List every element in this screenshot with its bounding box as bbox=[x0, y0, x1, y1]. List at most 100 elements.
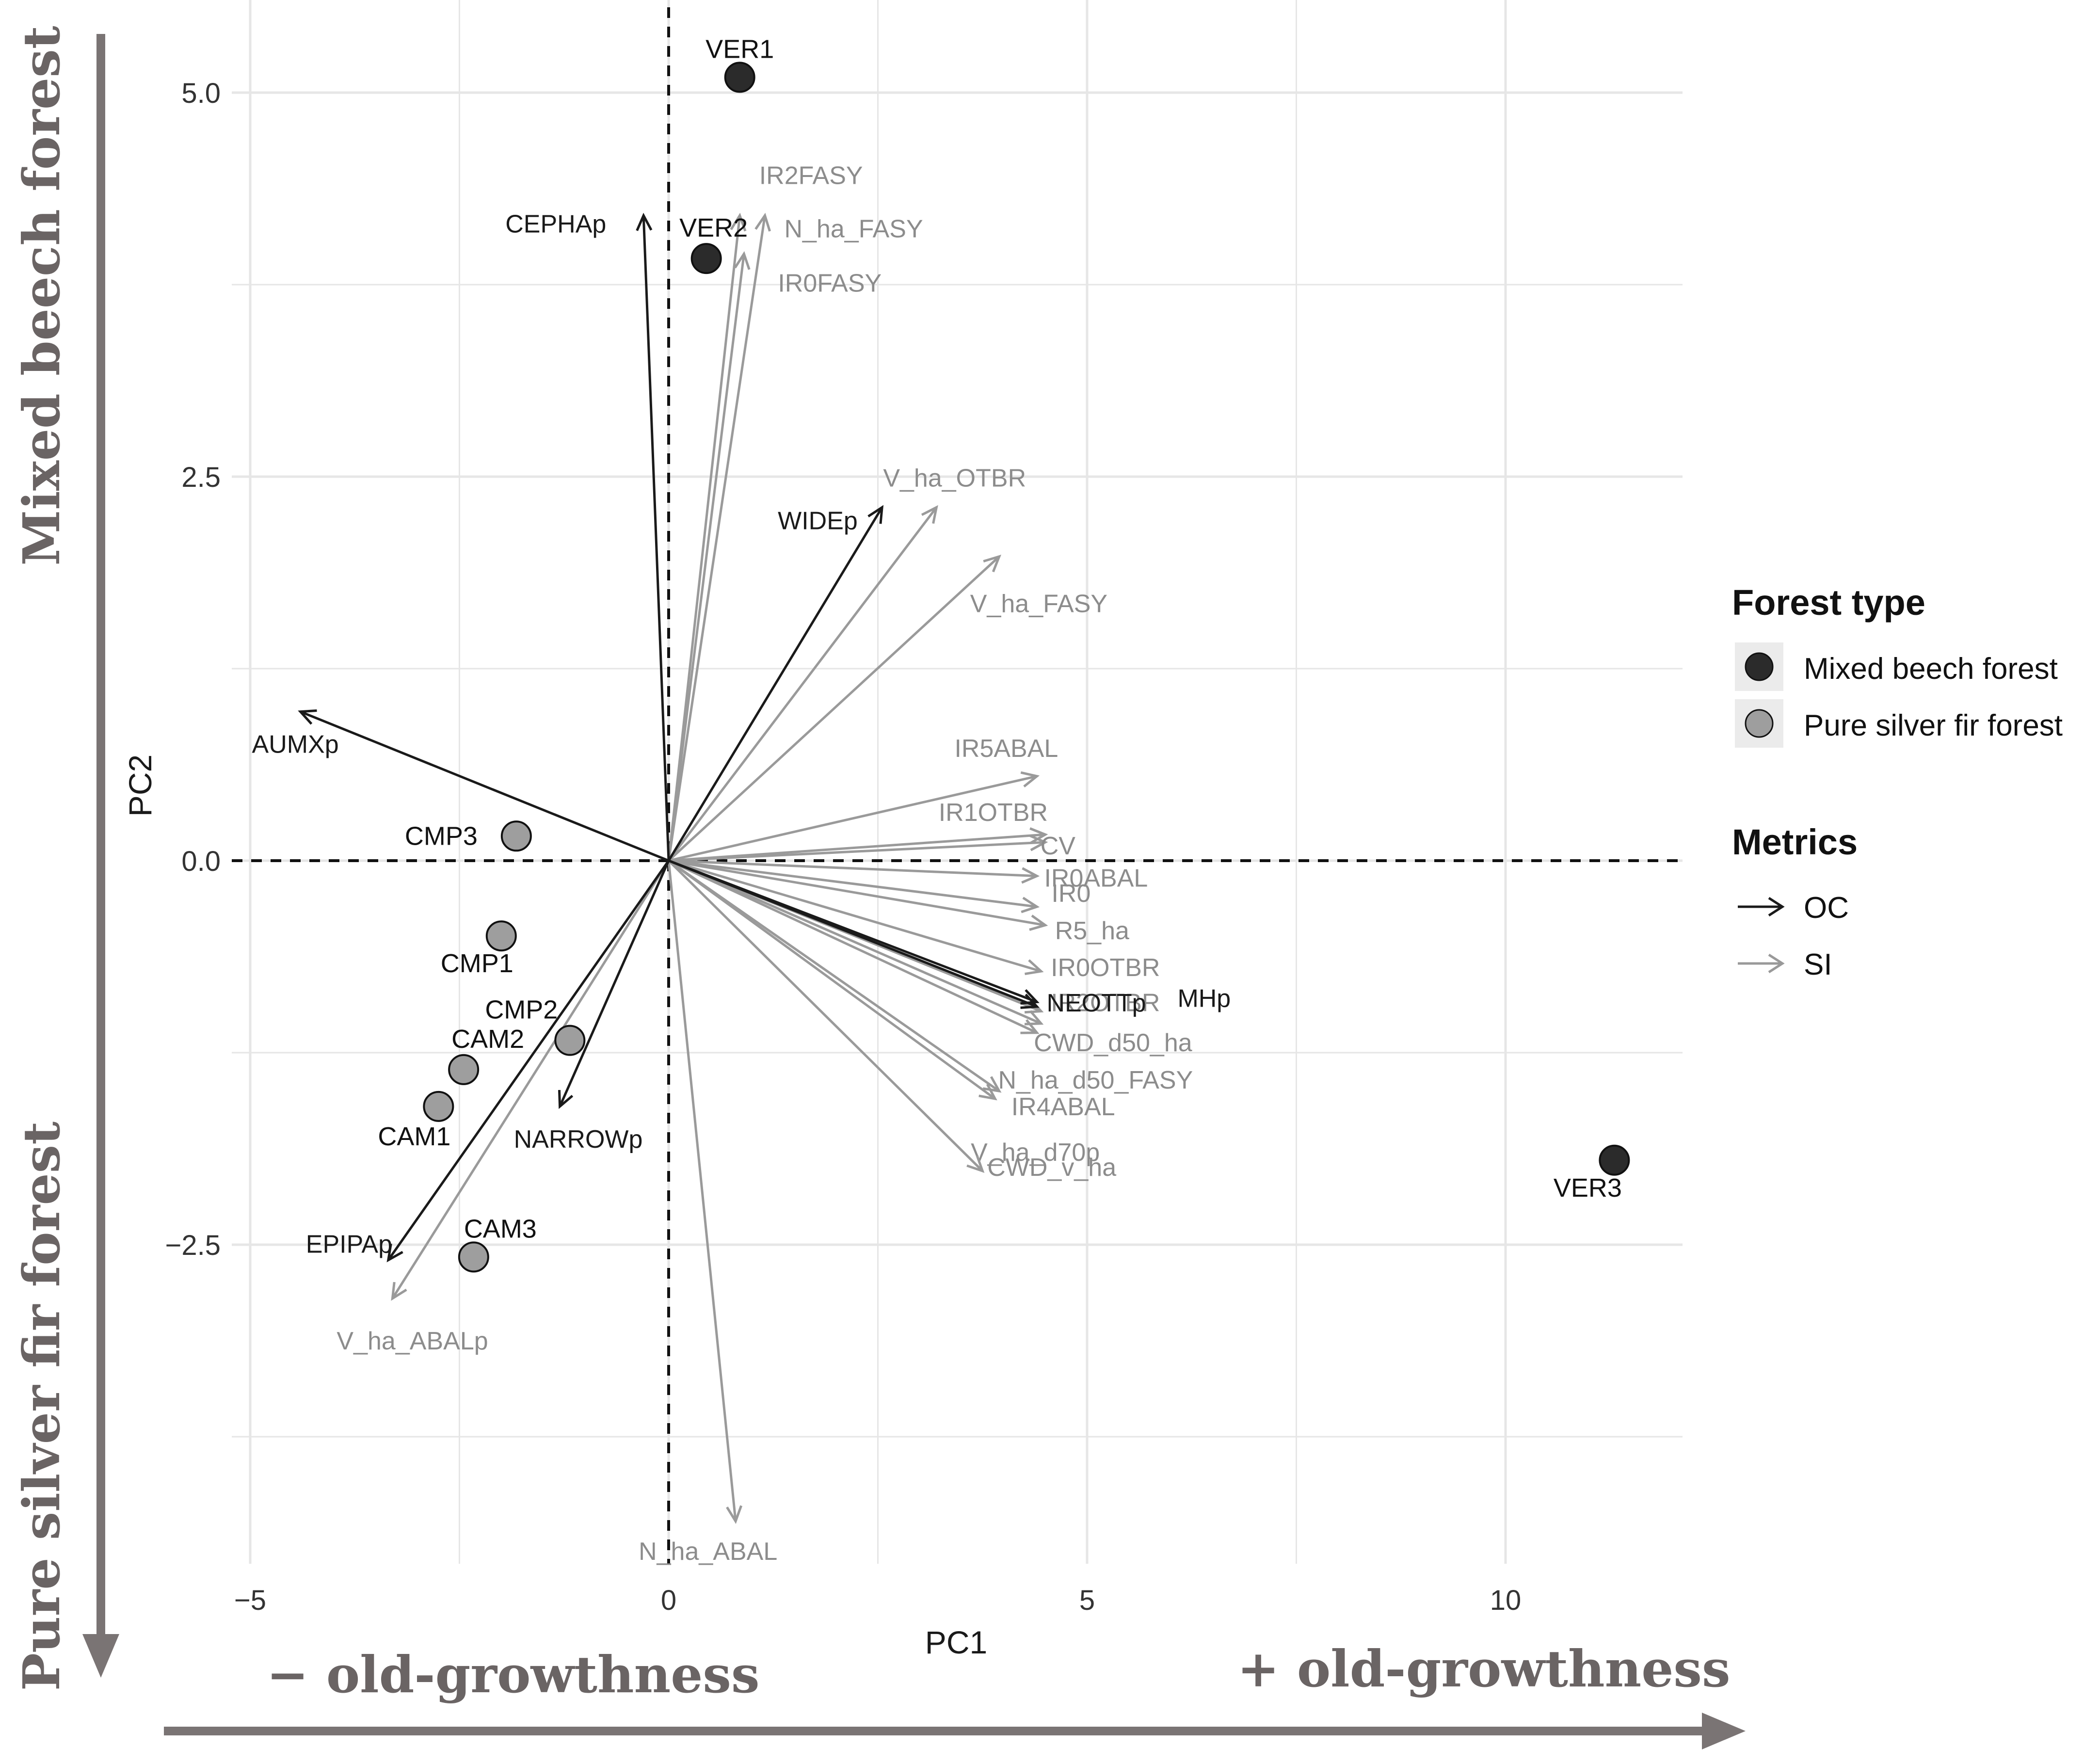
vector-ir0otbr: IR0OTBR bbox=[668, 859, 1160, 982]
vector-arrowhead bbox=[391, 1282, 407, 1301]
vector-n-ha-fasy: N_ha_FASY bbox=[667, 212, 923, 861]
point-marker bbox=[690, 243, 722, 274]
point-label: VER2 bbox=[679, 213, 748, 242]
vector-ir0fasy: IR0FASY bbox=[667, 251, 882, 861]
vector-v-ha-abalp: V_ha_ABALp bbox=[337, 860, 670, 1355]
vector-widep: WIDEp bbox=[667, 505, 884, 862]
vector-line bbox=[667, 860, 737, 1522]
vector-line bbox=[668, 859, 1038, 1003]
x-axis-ticks: −5 0 5 10 bbox=[234, 1585, 1521, 1616]
vector-arrowhead bbox=[1021, 867, 1040, 884]
vector-arrowhead bbox=[867, 505, 884, 524]
vector-arrowhead bbox=[730, 212, 747, 232]
vector-cwd-v-ha: CWD_v_ha bbox=[668, 860, 1116, 1182]
vector-line bbox=[667, 215, 766, 861]
point-cam2: CAM2 bbox=[448, 1025, 524, 1085]
vector-n-ha-d50-fasy: N_ha_d50_FASY bbox=[668, 859, 1193, 1094]
vector-label: MHp bbox=[1177, 984, 1231, 1012]
vector-line bbox=[668, 859, 1046, 927]
point-cam1: CAM1 bbox=[378, 1090, 454, 1151]
horizontal-gradient-arrow bbox=[164, 1713, 1746, 1749]
point-marker bbox=[724, 62, 755, 93]
vector-line bbox=[668, 860, 984, 1172]
vector-n-ha-abal: N_ha_ABAL bbox=[639, 860, 777, 1566]
vertical-gradient-arrow bbox=[82, 34, 119, 1678]
legend-label-oc: OC bbox=[1804, 891, 1849, 925]
vector-line bbox=[668, 859, 1042, 973]
vector-line bbox=[391, 860, 670, 1299]
vector-cephap: CEPHAp bbox=[505, 210, 670, 861]
vector-line bbox=[668, 841, 1045, 862]
vector-line bbox=[668, 833, 1045, 862]
zero-reference-lines bbox=[232, 7, 1683, 1564]
vector-label: N_ha_ABAL bbox=[639, 1538, 777, 1566]
vector-narrowp: NARROWp bbox=[514, 860, 670, 1154]
y-tick-label: −2.5 bbox=[165, 1230, 221, 1261]
annotation-pure-silver-fir-forest: Pure silver fir forest bbox=[12, 1122, 71, 1691]
vector-arrowhead bbox=[1020, 989, 1040, 1005]
legend-key-si bbox=[1738, 953, 1785, 974]
vector-label: IR0FASY bbox=[778, 270, 882, 298]
vector-arrowhead bbox=[754, 212, 771, 232]
point-cmp3: CMP3 bbox=[405, 820, 532, 852]
vector-label: WIDEp bbox=[778, 507, 858, 535]
vector-line bbox=[668, 859, 1042, 1025]
vector-arrowhead bbox=[734, 251, 751, 270]
vector-arrowhead bbox=[1029, 914, 1048, 931]
annotation-minus-old-growthness: − old-growthness bbox=[266, 1645, 759, 1704]
legend-label-pure: Pure silver fir forest bbox=[1804, 709, 2063, 742]
vector-label: CEPHAp bbox=[505, 210, 606, 238]
vector-label: CWD_d50_ha bbox=[1034, 1029, 1192, 1057]
vector-label: IR2FASY bbox=[759, 161, 863, 190]
vector-ir2otbr: IR2OTBR bbox=[668, 859, 1160, 1017]
vector-label: NEOTTp bbox=[1046, 989, 1146, 1017]
vector-line bbox=[668, 859, 1037, 908]
vector-label: CV bbox=[1041, 832, 1076, 860]
vector-label: V_ha_FASY bbox=[970, 590, 1107, 618]
vector-mhp: MHp bbox=[668, 859, 1231, 1012]
vector-label: N_ha_d50_FASY bbox=[998, 1066, 1193, 1094]
point-label: CAM2 bbox=[451, 1025, 524, 1054]
legend-metrics-title: Metrics bbox=[1732, 822, 1858, 862]
vector-label: V_ha_OTBR bbox=[883, 464, 1026, 492]
point-label: CMP2 bbox=[485, 995, 558, 1025]
legend: Forest type Mixed beech forest Pure silv… bbox=[1732, 582, 2063, 981]
vector-line bbox=[668, 859, 1038, 1034]
point-ver3: VER3 bbox=[1554, 1144, 1630, 1203]
vector-label: IR5ABAL bbox=[954, 735, 1058, 763]
y-axis-title: PC2 bbox=[122, 754, 158, 817]
vector-line bbox=[668, 555, 1000, 862]
vector-label: IR1OTBR bbox=[939, 799, 1048, 827]
vector-line bbox=[668, 859, 1000, 1092]
vector-cwd-d50-ha: CWD_d50_ha bbox=[668, 859, 1192, 1057]
vector-label: EPIPAp bbox=[306, 1231, 392, 1259]
vector-aumxp: AUMXp bbox=[252, 709, 669, 862]
vector-arrowhead bbox=[1020, 1019, 1040, 1034]
vector-line bbox=[668, 775, 1037, 862]
point-label: CMP3 bbox=[405, 821, 478, 850]
annotation-plus-old-growthness: + old-growthness bbox=[1237, 1639, 1730, 1699]
vector-arrowhead bbox=[978, 1083, 997, 1101]
legend-label-si: SI bbox=[1804, 948, 1832, 981]
point-label: CMP1 bbox=[441, 949, 513, 978]
point-cmp2: CMP2 bbox=[485, 995, 586, 1056]
vector-label: R5_ha bbox=[1055, 917, 1129, 945]
vector-label: IR0OTBR bbox=[1051, 954, 1160, 982]
vector-arrowhead bbox=[726, 1505, 743, 1524]
vector-label: IR4ABAL bbox=[1011, 1093, 1115, 1121]
vector-line bbox=[668, 859, 1037, 878]
point-label: VER3 bbox=[1554, 1173, 1622, 1203]
annotation-mixed-beech-forest: Mixed beech forest bbox=[12, 26, 71, 566]
vector-arrowhead bbox=[1029, 834, 1048, 851]
legend-key-pure bbox=[1745, 709, 1774, 738]
vector-arrowhead bbox=[983, 554, 1002, 573]
vector-arrowhead bbox=[1029, 827, 1048, 844]
vector-line bbox=[668, 506, 938, 862]
point-cam3: CAM3 bbox=[458, 1214, 537, 1273]
loading-vectors: IR2FASY N_ha_FASY IR0FASY V_ha_OTBR V_ha_FAS… bbox=[252, 161, 1231, 1566]
vector-ir5abal: IR5ABAL bbox=[668, 735, 1058, 862]
vector-label: IR2OTBR bbox=[1051, 989, 1160, 1017]
vector-arrowhead bbox=[636, 212, 653, 231]
vector-line bbox=[387, 860, 670, 1261]
